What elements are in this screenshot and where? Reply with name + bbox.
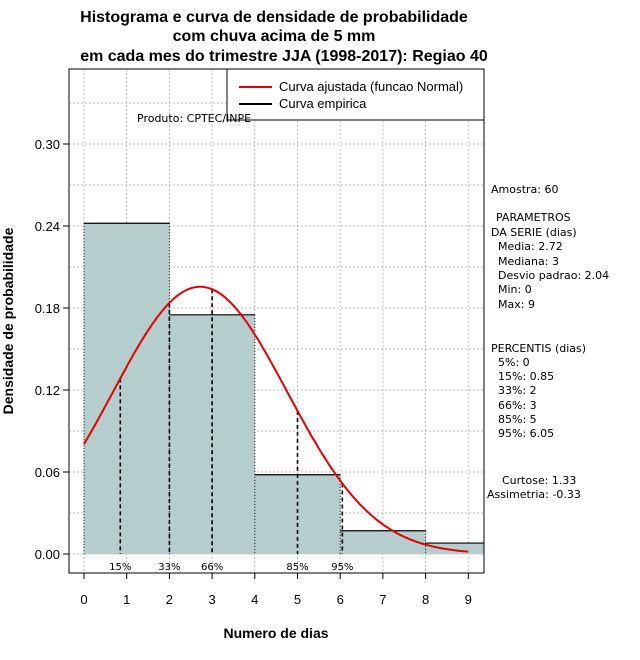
percentile-lines: 15% 33% 66% 85% 95% bbox=[109, 289, 353, 573]
stat-p95: 95%: 6.05 bbox=[498, 427, 554, 440]
y-tick-label: 0.24 bbox=[35, 219, 60, 234]
x-tick-label: 1 bbox=[123, 592, 130, 607]
y-tick-label: 0.12 bbox=[35, 383, 60, 398]
x-tick-label: 4 bbox=[251, 592, 258, 607]
stat-p85: 85%: 5 bbox=[498, 413, 537, 426]
stat-desvio: Desvio padrao: 2.04 bbox=[498, 269, 609, 282]
legend-empirical-label: Curva empirica bbox=[279, 96, 367, 111]
product-label: Produto: CPTEC/INPE bbox=[137, 112, 251, 125]
x-tick-label: 0 bbox=[80, 592, 87, 607]
stat-percentis-title: PERCENTIS (dias) bbox=[491, 342, 586, 355]
stat-mediana: Mediana: 3 bbox=[498, 255, 559, 268]
stat-p66: 66%: 3 bbox=[498, 399, 537, 412]
percentile-label: 33% bbox=[158, 562, 180, 573]
y-axis: 0.00 0.06 0.12 0.18 0.24 0.30 bbox=[35, 137, 69, 562]
stat-min: Min: 0 bbox=[498, 283, 532, 296]
y-axis-label: Densidade de probabilidade bbox=[0, 227, 16, 414]
stat-params-title-1: PARAMETROS bbox=[496, 211, 571, 224]
stat-p33: 33%: 2 bbox=[498, 384, 537, 397]
legend: Curva ajustada (funcao Normal) Curva emp… bbox=[226, 68, 485, 121]
legend-box bbox=[226, 68, 485, 121]
stat-amostra: Amostra: 60 bbox=[491, 183, 558, 196]
stat-p5: 5%: 0 bbox=[498, 356, 530, 369]
legend-fitted-label: Curva ajustada (funcao Normal) bbox=[279, 79, 463, 94]
histogram-bar bbox=[425, 543, 484, 554]
chart-title-line-2: com chuva acima de 5 mm bbox=[173, 28, 376, 45]
percentile-label: 85% bbox=[286, 562, 308, 573]
histogram-bar bbox=[84, 223, 170, 554]
x-axis: 0 1 2 3 4 5 6 7 8 9 bbox=[80, 573, 472, 607]
fitted-normal-curve bbox=[83, 285, 469, 553]
histogram-bars bbox=[83, 222, 484, 554]
y-tick-label: 0.06 bbox=[35, 465, 60, 480]
y-tick-label: 0.30 bbox=[35, 137, 60, 152]
histogram-bar bbox=[169, 314, 255, 554]
x-tick-label: 5 bbox=[294, 592, 301, 607]
stat-assimetria: Assimetria: -0.33 bbox=[487, 488, 581, 501]
stat-p15: 15%: 0.85 bbox=[498, 370, 554, 383]
y-tick-label: 0.18 bbox=[35, 301, 60, 316]
x-tick-label: 9 bbox=[465, 592, 472, 607]
x-tick-label: 3 bbox=[208, 592, 215, 607]
chart-title-line-1: Histograma e curva de densidade de proba… bbox=[80, 9, 468, 26]
x-axis-label: Numero de dias bbox=[223, 625, 328, 641]
stat-params-title-2: DA SERIE (dias) bbox=[491, 226, 577, 239]
stats-panel: Amostra: 60 PARAMETROS DA SERIE (dias) M… bbox=[487, 183, 609, 501]
percentile-label: 66% bbox=[201, 562, 223, 573]
y-tick-label: 0.00 bbox=[35, 547, 60, 562]
x-tick-label: 8 bbox=[422, 592, 429, 607]
histogram-bar bbox=[254, 474, 341, 554]
percentile-label: 15% bbox=[109, 562, 131, 573]
x-tick-label: 6 bbox=[337, 592, 344, 607]
chart-title-line-3: em cada mes do trimestre JJA (1998-2017)… bbox=[80, 48, 488, 65]
stat-media: Media: 2.72 bbox=[498, 240, 563, 253]
stat-max: Max: 9 bbox=[498, 298, 535, 311]
percentile-label: 95% bbox=[331, 562, 353, 573]
stat-curtose: Curtose: 1.33 bbox=[502, 474, 576, 487]
x-tick-label: 7 bbox=[379, 592, 386, 607]
histogram-bar bbox=[340, 530, 426, 554]
x-tick-label: 2 bbox=[166, 592, 173, 607]
